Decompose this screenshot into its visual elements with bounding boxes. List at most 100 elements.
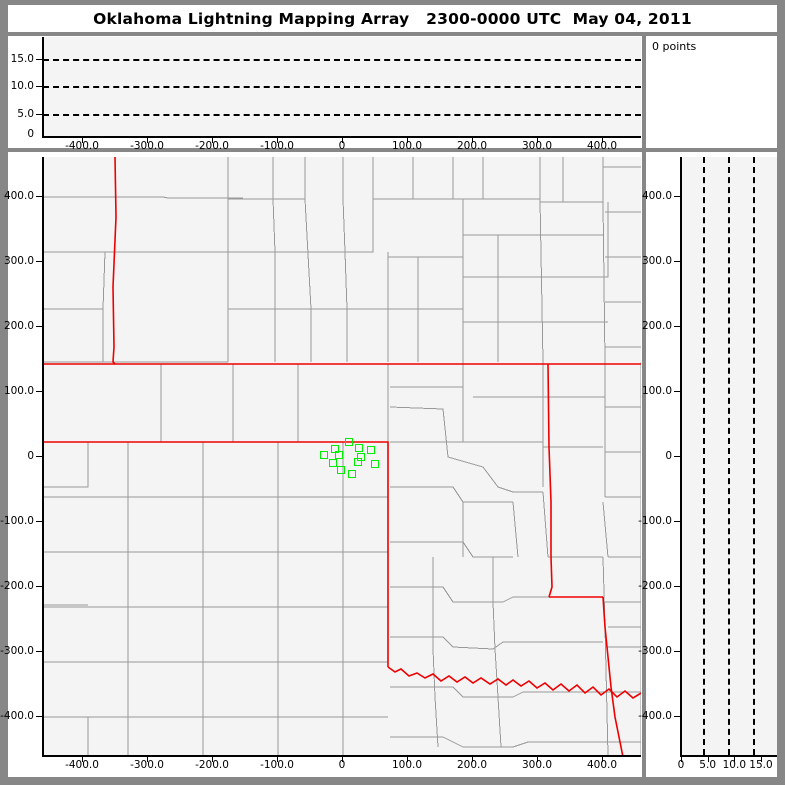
axis-tick-label: -300.0 bbox=[130, 759, 164, 771]
top-ylabel-10: 10.0 bbox=[10, 80, 34, 92]
right-gridline-5 bbox=[703, 157, 705, 755]
map-x-axis bbox=[42, 755, 641, 757]
axis-tick bbox=[472, 138, 473, 143]
axis-tick-label: -400.0 bbox=[638, 710, 672, 722]
axis-tick-label: 0 bbox=[665, 450, 672, 462]
axis-tick-label: -200.0 bbox=[195, 140, 229, 152]
lightning-source-marker bbox=[371, 459, 380, 468]
map-y-axis bbox=[42, 157, 44, 755]
axis-tick bbox=[36, 391, 43, 392]
axis-tick bbox=[277, 138, 278, 143]
top-gridline-15 bbox=[43, 59, 641, 61]
axis-tick bbox=[681, 757, 682, 762]
axis-tick bbox=[36, 261, 43, 262]
axis-tick bbox=[674, 261, 681, 262]
page-title: Oklahoma Lightning Mapping Array 2300-00… bbox=[93, 9, 692, 28]
axis-tick bbox=[342, 138, 343, 143]
axis-tick-label: -300.0 bbox=[0, 645, 34, 657]
axis-tick-label: 15.0 bbox=[749, 759, 773, 771]
axis-tick-label: 100.0 bbox=[641, 385, 672, 397]
axis-tick bbox=[407, 757, 408, 762]
top-chart-x-axis bbox=[42, 136, 641, 138]
axis-tick-label: -100.0 bbox=[260, 140, 294, 152]
lightning-source-marker bbox=[336, 466, 345, 475]
axis-tick bbox=[36, 521, 43, 522]
axis-tick bbox=[147, 757, 148, 762]
lightning-source-marker bbox=[328, 458, 337, 467]
axis-tick-label: 400.0 bbox=[586, 140, 618, 152]
map-plot-area[interactable] bbox=[43, 157, 641, 755]
axis-tick bbox=[602, 757, 603, 762]
axis-tick bbox=[342, 757, 343, 762]
axis-tick bbox=[82, 138, 83, 143]
axis-tick bbox=[36, 326, 43, 327]
axis-tick-label: 300.0 bbox=[641, 255, 672, 267]
axis-tick bbox=[674, 391, 681, 392]
axis-tick bbox=[674, 651, 681, 652]
axis-tick-label: 200.0 bbox=[456, 140, 488, 152]
axis-tick-label: 300.0 bbox=[521, 140, 553, 152]
axis-tick-label: 100.0 bbox=[3, 385, 34, 397]
axis-tick bbox=[674, 326, 681, 327]
axis-tick-label: -400.0 bbox=[0, 710, 34, 722]
lightning-source-marker bbox=[334, 450, 343, 459]
axis-tick-label: -300.0 bbox=[638, 645, 672, 657]
axis-tick bbox=[472, 757, 473, 762]
axis-tick bbox=[761, 757, 762, 762]
axis-tick bbox=[734, 757, 736, 762]
axis-tick-label: 200.0 bbox=[456, 759, 488, 771]
axis-tick bbox=[212, 138, 213, 143]
top-chart-y-axis bbox=[42, 37, 44, 136]
right-chart-x-axis bbox=[680, 755, 777, 757]
axis-tick bbox=[602, 138, 603, 143]
axis-tick bbox=[407, 138, 408, 143]
axis-tick-label: -100.0 bbox=[0, 515, 34, 527]
axis-tick bbox=[674, 586, 681, 587]
top-ytick-15 bbox=[36, 59, 43, 60]
axis-tick-label: -400.0 bbox=[65, 759, 99, 771]
axis-tick bbox=[36, 456, 43, 457]
axis-tick bbox=[82, 757, 83, 762]
axis-tick bbox=[36, 196, 43, 197]
top-ylabel-15: 15.0 bbox=[10, 53, 34, 65]
points-count-label: 0 points bbox=[652, 40, 697, 53]
axis-tick-label: -200.0 bbox=[195, 759, 229, 771]
lightning-source-marker bbox=[354, 457, 363, 466]
lightning-source-marker bbox=[345, 437, 354, 446]
axis-tick-label: 200.0 bbox=[3, 320, 34, 332]
right-chart-y-axis bbox=[680, 157, 682, 755]
axis-tick-label: 0 bbox=[677, 759, 685, 771]
axis-tick bbox=[212, 757, 213, 762]
axis-tick bbox=[537, 138, 538, 143]
top-ylabel-5: 5.0 bbox=[17, 108, 34, 120]
axis-tick bbox=[674, 716, 681, 717]
axis-tick bbox=[277, 757, 278, 762]
axis-tick-label: 200.0 bbox=[641, 320, 672, 332]
top-ylabel-0: 0 bbox=[27, 128, 34, 140]
axis-tick-label: -200.0 bbox=[0, 580, 34, 592]
axis-tick-label: -400.0 bbox=[65, 140, 99, 152]
axis-tick-label: 300.0 bbox=[521, 759, 553, 771]
map-geography bbox=[43, 157, 641, 755]
axis-tick bbox=[537, 757, 538, 762]
top-chart-plot-area[interactable] bbox=[43, 37, 641, 136]
axis-tick-label: -100.0 bbox=[638, 515, 672, 527]
axis-tick-label: -100.0 bbox=[260, 759, 294, 771]
axis-tick-label: 100.0 bbox=[391, 140, 423, 152]
axis-tick bbox=[36, 716, 43, 717]
axis-tick-label: -200.0 bbox=[638, 580, 672, 592]
lightning-source-marker bbox=[347, 469, 356, 478]
axis-tick-label: 300.0 bbox=[3, 255, 34, 267]
right-chart-plot-area[interactable] bbox=[681, 157, 777, 755]
lightning-source-marker bbox=[366, 445, 375, 454]
axis-tick bbox=[36, 651, 43, 652]
axis-tick-label: 400.0 bbox=[3, 190, 34, 202]
axis-tick-label: 5.0 bbox=[699, 759, 716, 771]
lightning-source-marker bbox=[320, 450, 329, 459]
title-bar: Oklahoma Lightning Mapping Array 2300-00… bbox=[8, 5, 777, 32]
axis-tick bbox=[36, 586, 43, 587]
axis-tick bbox=[707, 757, 709, 762]
lightning-source-marker bbox=[354, 443, 363, 452]
top-gridline-5 bbox=[43, 114, 641, 116]
